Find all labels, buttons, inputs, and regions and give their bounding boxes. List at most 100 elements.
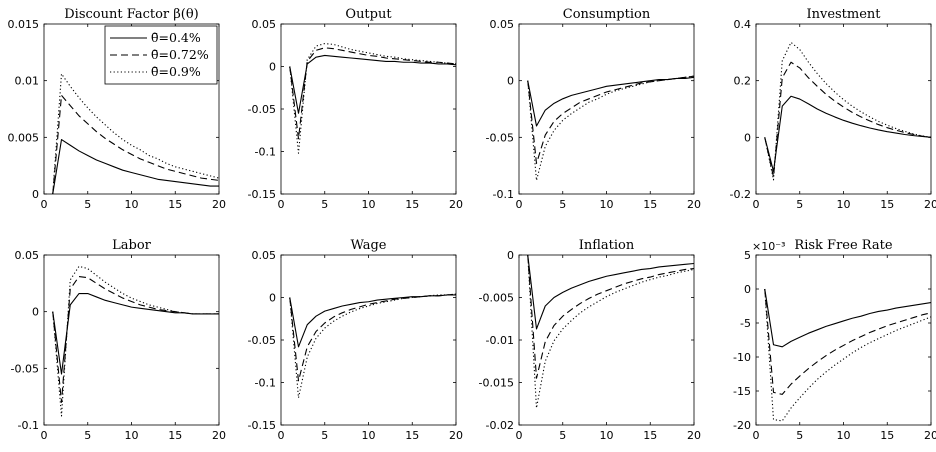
x-tick-label: 10 — [600, 198, 614, 211]
x-tick-label: 20 — [212, 429, 226, 442]
y-tick-label: -0.05 — [486, 131, 514, 144]
y-tick-label: 0.05 — [490, 18, 515, 31]
series-group — [764, 41, 931, 181]
y-tick-label: -10 — [733, 351, 751, 364]
x-tick-label: 5 — [321, 429, 328, 442]
y-tick-label: 0.2 — [734, 75, 752, 88]
x-tick-label: 0 — [753, 198, 760, 211]
series-line-dashed — [527, 255, 694, 379]
x-tick-label: 0 — [278, 429, 285, 442]
y-tick-label: -20 — [733, 419, 751, 432]
y-tick-label: 0 — [507, 75, 514, 88]
x-tick-label: 10 — [837, 429, 851, 442]
x-tick-label: 0 — [41, 429, 48, 442]
y-tick-label: 0 — [744, 283, 751, 296]
x-tick-label: 20 — [449, 429, 463, 442]
x-tick-label: 10 — [362, 429, 376, 442]
chart-title: Output — [345, 7, 392, 22]
x-tick-label: 15 — [405, 429, 419, 442]
y-tick-label: -0.01 — [486, 334, 514, 347]
x-tick-label: 5 — [84, 198, 91, 211]
plot-frame — [280, 254, 457, 426]
x-tick-label: 10 — [125, 429, 139, 442]
series-group — [289, 43, 456, 154]
x-tick-label: 15 — [880, 198, 894, 211]
y-tick-label: -5 — [740, 317, 751, 330]
y-tick-label: 0 — [269, 292, 276, 305]
y-tick-label: -0.15 — [248, 419, 276, 432]
y-tick-label: 0.05 — [252, 18, 277, 31]
x-tick-label: 10 — [125, 198, 139, 211]
plot-frame — [43, 254, 220, 426]
x-tick-label: 20 — [212, 198, 226, 211]
series-group — [52, 73, 219, 194]
y-tick-label: 0 — [269, 61, 276, 74]
y-tick-label: -0.005 — [479, 292, 514, 305]
chart-title: Discount Factor β(θ) — [64, 7, 199, 22]
x-tick-label: 20 — [687, 429, 701, 442]
y-tick-label: 0.005 — [8, 131, 40, 144]
chart-title: Labor — [112, 238, 152, 253]
series-line-dashed — [289, 47, 456, 140]
y-tick-label: -0.15 — [248, 188, 276, 201]
chart-panel: Risk Free Rate ×10⁻³ 0 5 10 15 20 -20 -15 -10 -5 0 5 — [733, 238, 936, 442]
series-group — [289, 293, 456, 399]
x-tick-label: 15 — [168, 198, 182, 211]
y-tick-label: -0.2 — [730, 188, 751, 201]
series-line-solid — [527, 76, 694, 127]
series-line-dotted — [764, 41, 931, 181]
series-group — [52, 265, 219, 417]
y-tick-label: 0 — [744, 131, 751, 144]
x-tick-label: 15 — [643, 429, 657, 442]
y-tick-label: 0 — [32, 306, 39, 319]
series-line-dotted — [764, 288, 931, 422]
chart-title: Investment — [806, 7, 881, 22]
x-tick-label: 20 — [924, 198, 936, 211]
series-line-solid — [289, 294, 456, 348]
x-tick-label: 20 — [924, 429, 936, 442]
series-line-solid — [527, 255, 694, 330]
series-line-solid — [52, 139, 219, 194]
y-tick-label: -0.015 — [479, 377, 514, 390]
y-tick-label: -0.1 — [255, 377, 276, 390]
chart-title: Consumption — [563, 7, 651, 22]
chart-title: Risk Free Rate — [794, 238, 892, 253]
x-tick-label: 15 — [880, 429, 894, 442]
x-tick-label: 5 — [559, 429, 566, 442]
y-tick-label: 0 — [507, 249, 514, 262]
x-tick-label: 0 — [278, 198, 285, 211]
chart-title: Inflation — [579, 238, 635, 253]
y-tick-label: 0.05 — [252, 249, 277, 262]
y-tick-label: 0.4 — [734, 18, 752, 31]
y-tick-label: -15 — [733, 385, 751, 398]
series-line-dotted — [289, 293, 456, 399]
chart-panel: Consumption 0 5 10 15 20 -0.1 -0.05 0 0.05 — [486, 7, 701, 211]
x-tick-label: 5 — [796, 198, 803, 211]
x-tick-label: 0 — [516, 429, 523, 442]
series-line-dotted — [527, 255, 694, 409]
y-tick-label: -0.05 — [11, 362, 39, 375]
legend-label: θ̄=0.4% — [151, 30, 201, 45]
series-group — [764, 288, 931, 422]
series-line-dotted — [52, 73, 219, 194]
series-line-dashed — [764, 61, 931, 178]
plot-frame — [518, 254, 695, 426]
series-line-solid — [289, 54, 456, 114]
series-line-solid — [52, 292, 219, 375]
x-tick-label: 10 — [837, 198, 851, 211]
x-tick-label: 5 — [559, 198, 566, 211]
series-line-dotted — [289, 43, 456, 154]
y-tick-label: 0.015 — [8, 18, 40, 31]
series-line-solid — [764, 288, 931, 348]
series-line-dotted — [527, 75, 694, 181]
x-tick-label: 20 — [449, 198, 463, 211]
x-tick-label: 15 — [168, 429, 182, 442]
chart-panel: Inflation 0 5 10 15 20 -0.02 -0.015 -0.01 -0.005 0 — [479, 238, 701, 442]
x-tick-label: 0 — [753, 429, 760, 442]
legend-label: θ̄=0.9% — [151, 64, 201, 79]
x-tick-label: 15 — [643, 198, 657, 211]
y-tick-label: 0.01 — [15, 75, 40, 88]
axis-scale-label: ×10⁻³ — [752, 240, 785, 253]
